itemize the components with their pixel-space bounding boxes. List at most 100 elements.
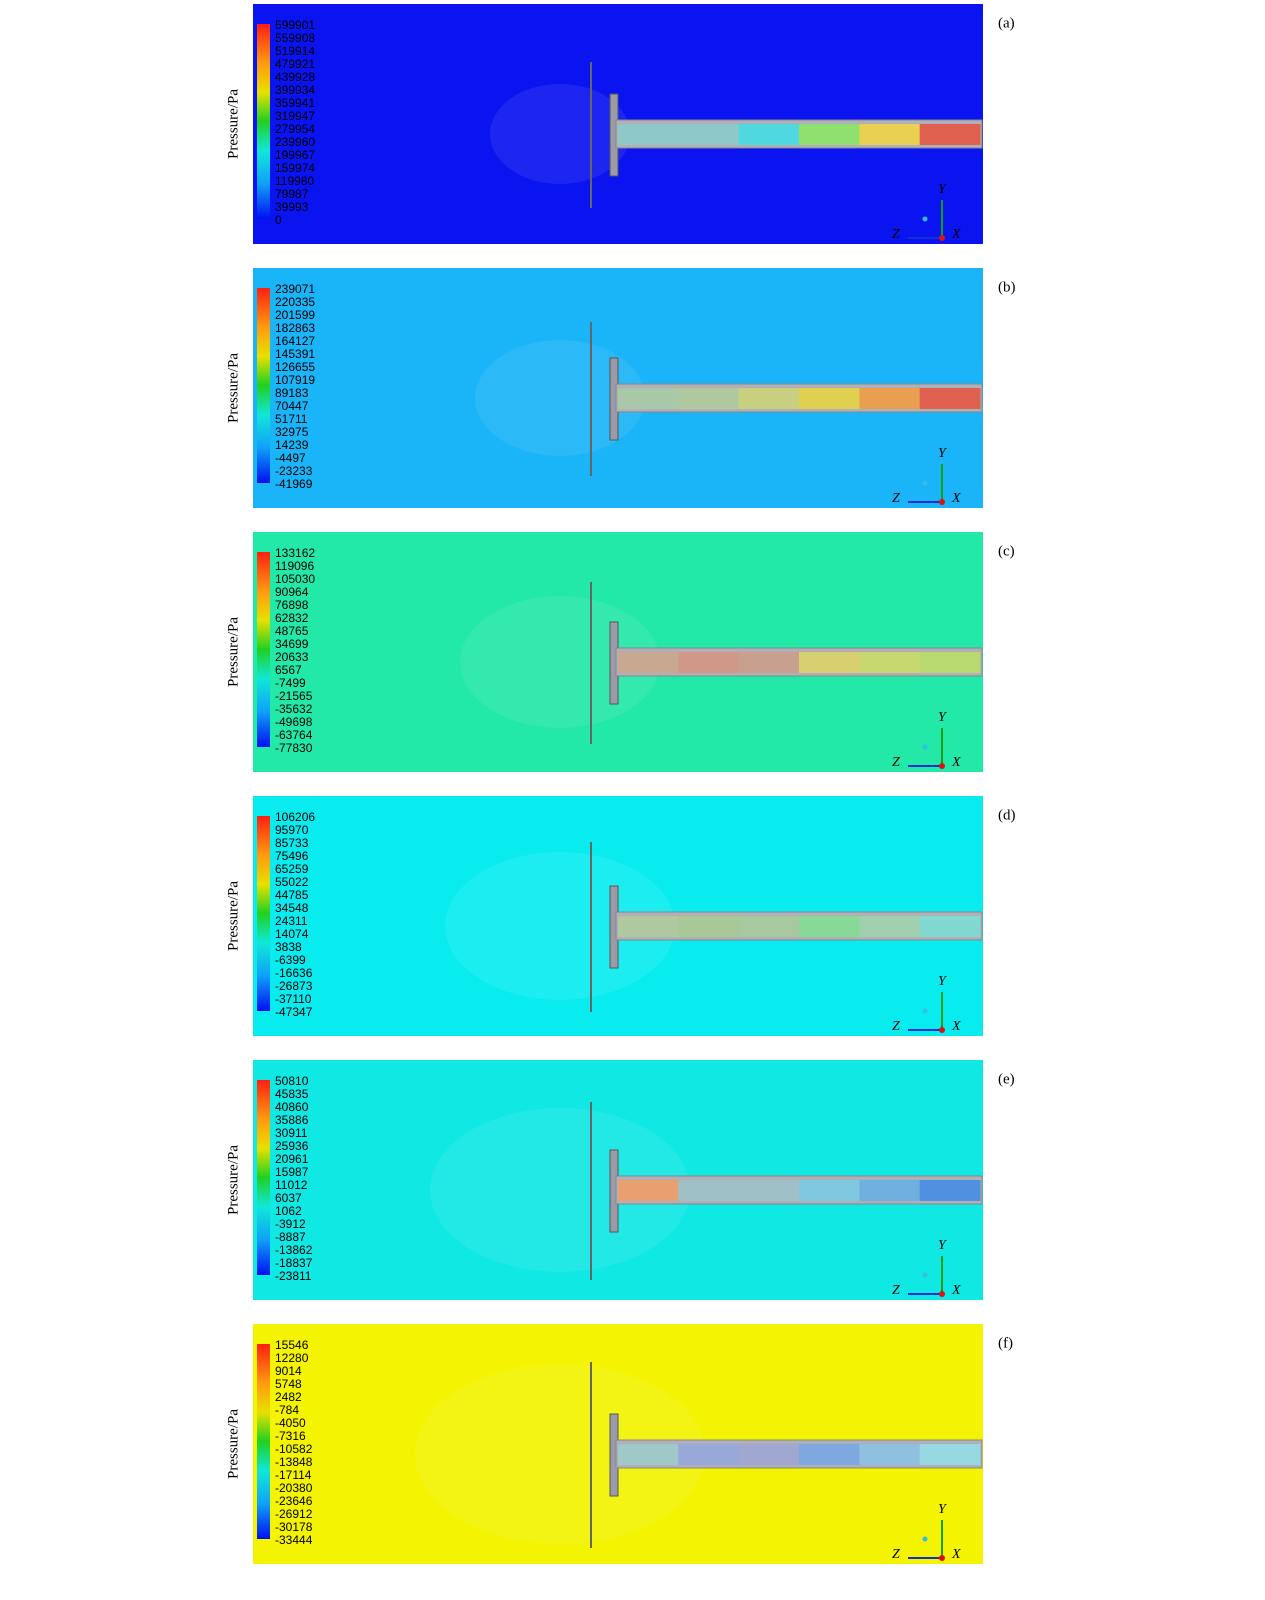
triad-label: Z (892, 755, 900, 770)
legend-value: -23233 (275, 464, 313, 478)
legend-value: 6567 (275, 663, 302, 677)
legend-value: 89183 (275, 386, 309, 400)
triad-label: X (951, 491, 961, 506)
legend-value: 34699 (275, 637, 309, 651)
legend-value: 239960 (275, 135, 315, 149)
legend-value: 90964 (275, 585, 309, 599)
triad-label: X (951, 1283, 961, 1298)
pipe-segment (618, 1444, 679, 1465)
legend-value: 44785 (275, 888, 309, 902)
triad-origin (939, 763, 945, 769)
contour-region (490, 84, 630, 184)
legend-value: 106206 (275, 810, 315, 824)
legend-value: 519914 (275, 44, 315, 58)
legend-value: -63764 (275, 728, 313, 742)
panel-label: (e) (998, 1071, 1015, 1087)
legend-value: 145391 (275, 347, 315, 361)
triad-label: Z (892, 1019, 900, 1034)
legend-value: 2482 (275, 1390, 302, 1404)
legend-value: 75496 (275, 849, 309, 863)
triad-label: Y (938, 1238, 948, 1253)
pipe-segment (799, 652, 860, 673)
pipe-segment (678, 1180, 740, 1201)
legend-value: -784 (275, 1403, 299, 1417)
triad-label: X (951, 1547, 961, 1562)
legend-value: -13862 (275, 1243, 313, 1257)
legend-value: 105030 (275, 572, 315, 586)
legend-value: 559908 (275, 31, 315, 45)
legend-value: -26912 (275, 1507, 313, 1521)
legend-value: 95970 (275, 823, 309, 837)
legend-value: -4497 (275, 451, 306, 465)
pipe-segment (919, 916, 981, 937)
legend-value: 50810 (275, 1074, 309, 1088)
pipe-segment (859, 652, 921, 673)
legend-value: 12280 (275, 1351, 309, 1365)
legend-value: 45835 (275, 1087, 309, 1101)
pipe-segment (618, 124, 679, 145)
triad-origin (939, 1555, 945, 1561)
legend-value: 76898 (275, 598, 309, 612)
triad-origin (939, 235, 945, 241)
pipe-segment (618, 1180, 679, 1201)
legend-value: 24311 (275, 914, 308, 928)
legend-value: 133162 (275, 546, 315, 560)
legend-value: -47347 (275, 1005, 313, 1019)
legend-value: 107919 (275, 373, 315, 387)
triad-label: X (951, 227, 961, 242)
legend-value: 40860 (275, 1100, 309, 1114)
legend-value: 199967 (275, 148, 315, 162)
triad-label: Y (938, 446, 948, 461)
legend-value: -23811 (275, 1269, 312, 1283)
pipe-segment (678, 388, 740, 409)
triad-label: Y (938, 974, 948, 989)
legend-value: 55022 (275, 875, 309, 889)
legend-value: -21565 (275, 689, 313, 703)
triad-label: Z (892, 1283, 900, 1298)
colorbar (257, 24, 270, 219)
triad-label: X (951, 755, 961, 770)
panel-label: (d) (998, 807, 1016, 823)
legend-value: -49698 (275, 715, 313, 729)
pipe-segment (799, 1180, 860, 1201)
pipe-segment (738, 1180, 800, 1201)
legend-value: -37110 (275, 992, 312, 1006)
triad-label: Y (938, 182, 948, 197)
legend-value: 14074 (275, 927, 309, 941)
legend-value: -18837 (275, 1256, 313, 1270)
legend-value: 479921 (275, 57, 315, 71)
panel: 1062069597085733754966525955022447853454… (225, 796, 1016, 1036)
legend-value: 6037 (275, 1191, 302, 1205)
panel-label: (c) (998, 543, 1015, 559)
legend-value: 15546 (275, 1338, 309, 1352)
legend-value: 85733 (275, 836, 309, 850)
pipe-segment (859, 1444, 921, 1465)
legend-value: 20633 (275, 650, 309, 664)
panel: 1554612280901457482482-784-4050-7316-105… (225, 1324, 1013, 1564)
axis-label: Pressure/Pa (225, 1145, 241, 1215)
axis-label: Pressure/Pa (225, 353, 241, 423)
legend-value: 599901 (275, 18, 315, 32)
legend-value: -26873 (275, 979, 313, 993)
legend-value: 159974 (275, 161, 315, 175)
legend-value: -16636 (275, 966, 313, 980)
legend-value: 9014 (275, 1364, 302, 1378)
triad-label: Z (892, 1547, 900, 1562)
axis-label: Pressure/Pa (225, 881, 241, 951)
legend-value: 3838 (275, 940, 302, 954)
legend-value: -13848 (275, 1455, 313, 1469)
legend-value: 51711 (275, 412, 308, 426)
legend-value: 65259 (275, 862, 309, 876)
legend-value: 14239 (275, 438, 309, 452)
panel-label: (a) (998, 15, 1015, 31)
legend-value: 48765 (275, 624, 309, 638)
legend-value: 319947 (275, 109, 315, 123)
legend-value: 32975 (275, 425, 309, 439)
pipe-segment (859, 388, 921, 409)
triad-marker (922, 216, 928, 222)
pipe-segment (799, 1444, 860, 1465)
triad-label: Z (892, 227, 900, 242)
legend-value: -7499 (275, 676, 306, 690)
colorbar (257, 1344, 270, 1539)
triad-marker (922, 744, 928, 750)
